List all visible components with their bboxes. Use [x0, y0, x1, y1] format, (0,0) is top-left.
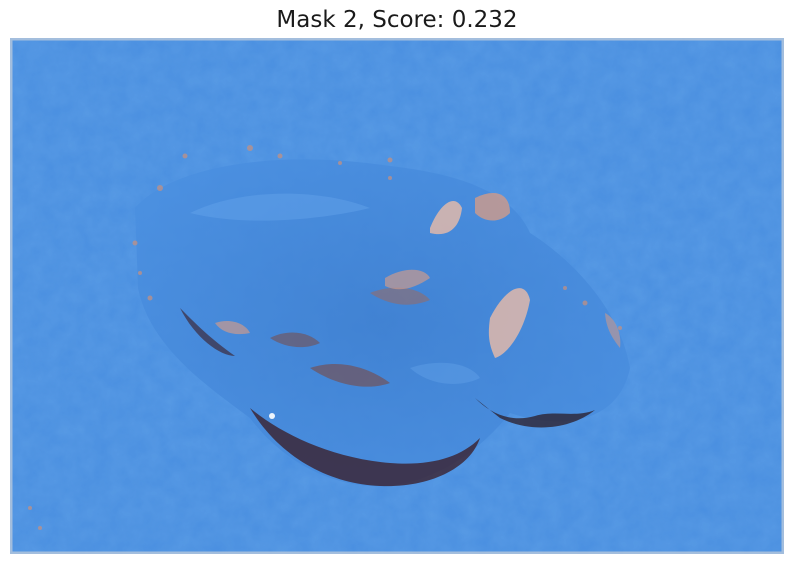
masked-wound-image: [10, 38, 784, 554]
figure-title: Mask 2, Score: 0.232: [276, 7, 518, 33]
exposed-tissue: [430, 200, 462, 235]
wound-region: [135, 159, 630, 487]
wound-rim-flecks: [28, 145, 622, 530]
wound-skin-photo-icon: [10, 38, 784, 554]
wound-crust: [250, 408, 480, 487]
